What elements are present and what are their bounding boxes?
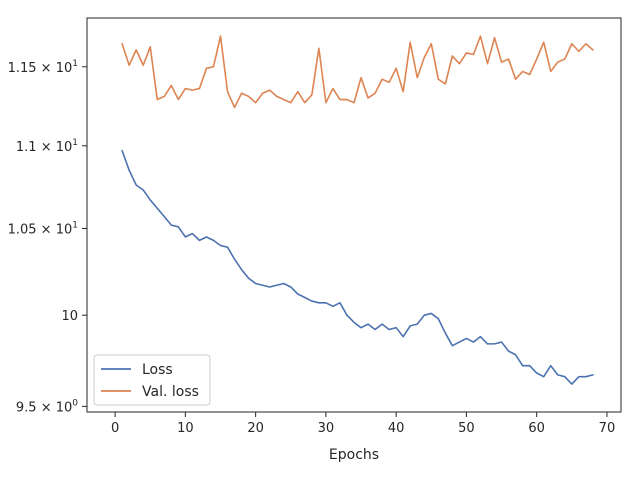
legend-label-1: Val. loss xyxy=(142,384,199,400)
y-tick-label: 1.15 × 101 xyxy=(8,59,78,76)
x-tick-label: 60 xyxy=(528,421,545,436)
y-tick-label: 10 xyxy=(61,309,78,324)
x-axis-label: Epochs xyxy=(329,447,379,463)
x-tick-label: 20 xyxy=(247,421,264,436)
plot-frame xyxy=(86,17,622,413)
legend-label-0: Loss xyxy=(142,362,173,378)
x-tick-label: 70 xyxy=(599,421,616,436)
series-line-0 xyxy=(121,149,594,385)
y-tick-label: 1.1 × 101 xyxy=(16,138,78,155)
x-tick-label: 30 xyxy=(318,421,335,436)
x-tick-label: 40 xyxy=(388,421,405,436)
series-lines xyxy=(121,35,594,385)
y-axis: 9.5 × 100 10 1.05 × 101 1.1 × 101 1.15 × 101 xyxy=(8,59,87,415)
series-line-1 xyxy=(121,35,594,109)
legend: Loss Val. loss xyxy=(93,354,211,406)
x-tick-label: 10 xyxy=(177,421,194,436)
x-tick-label: 0 xyxy=(111,421,119,436)
y-tick-label: 9.5 × 100 xyxy=(16,398,78,415)
x-tick-label: 50 xyxy=(458,421,475,436)
x-axis: 0 10 20 30 40 50 60 70 xyxy=(111,412,615,436)
y-tick-label: 1.05 × 101 xyxy=(8,220,78,237)
legend-box xyxy=(93,354,211,406)
